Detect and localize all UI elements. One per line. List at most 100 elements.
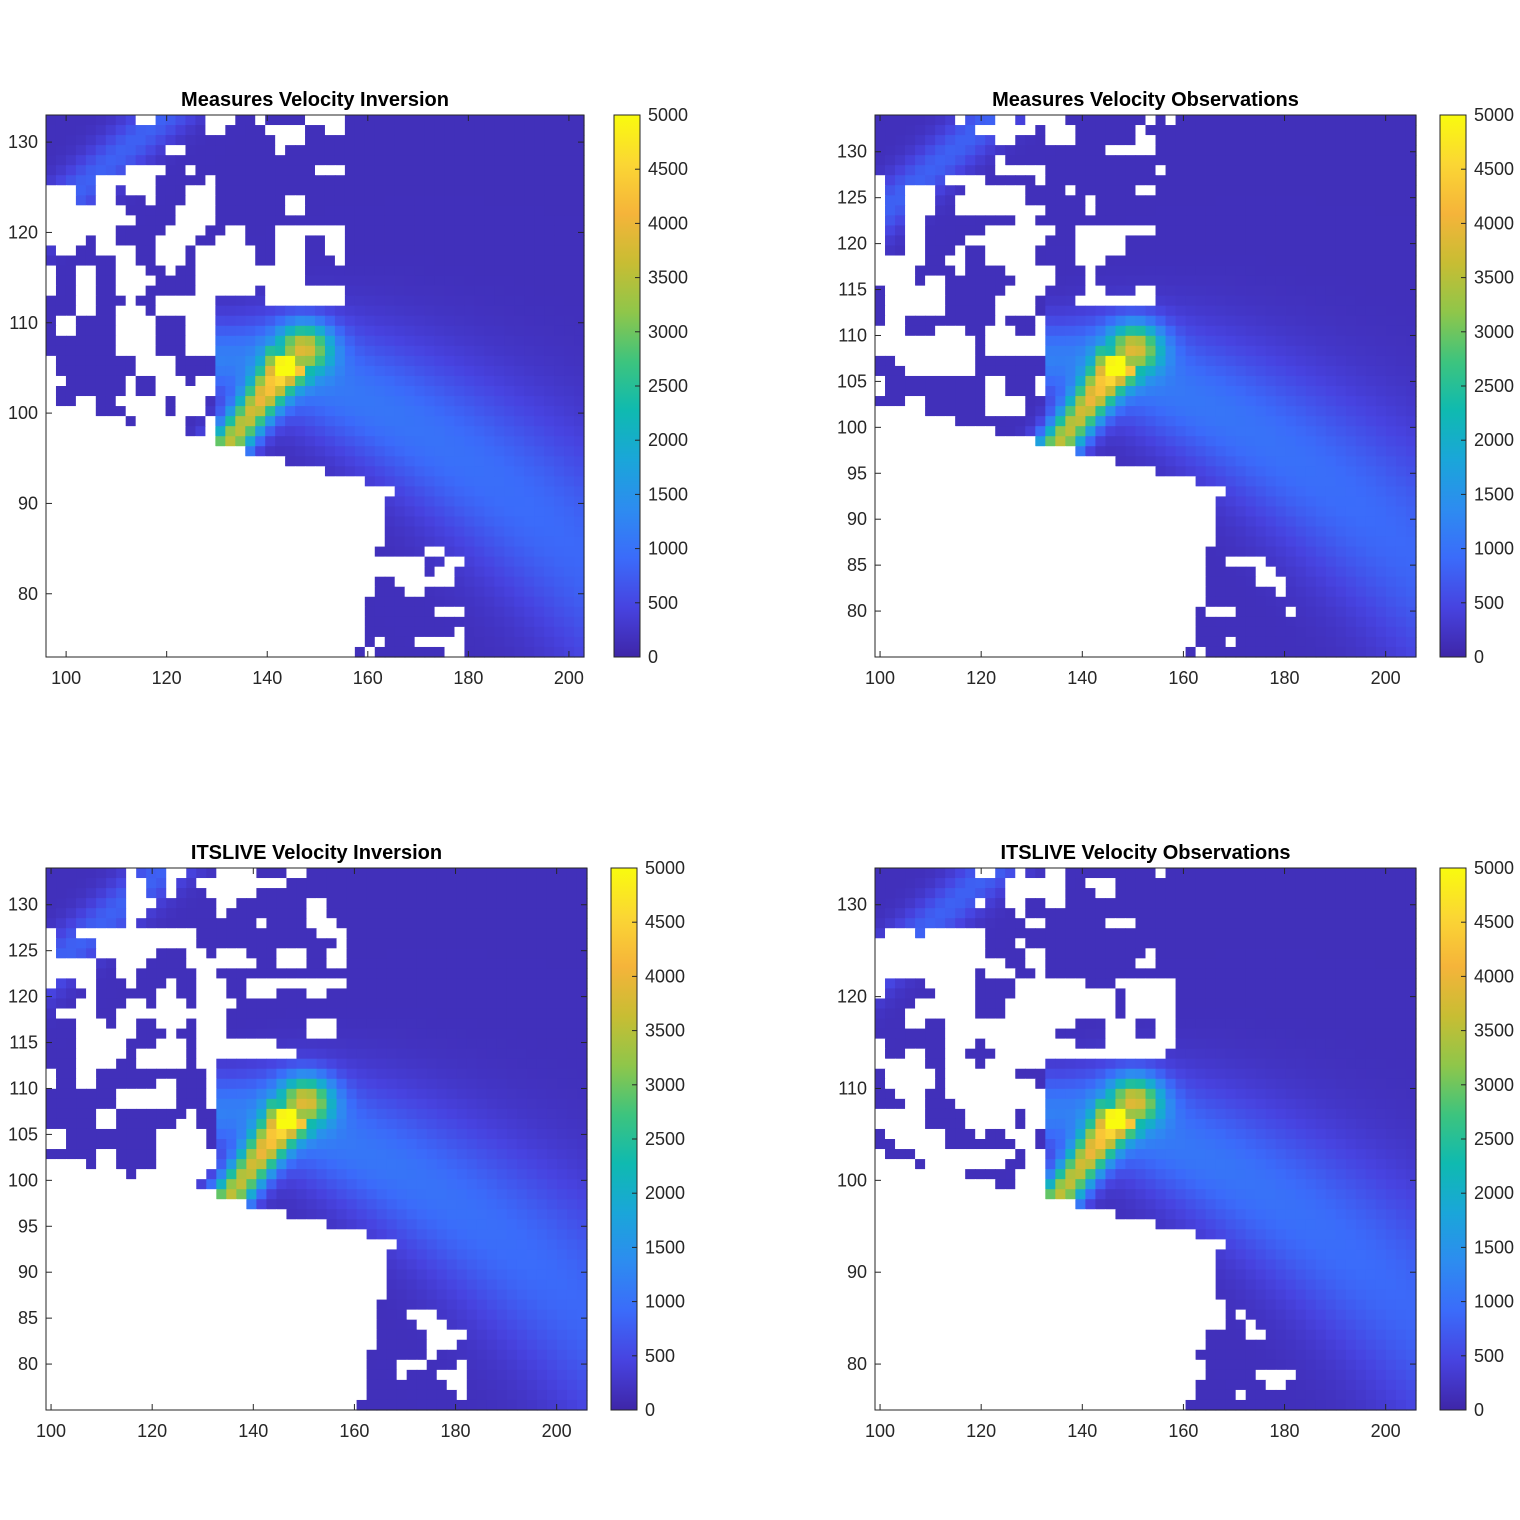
heatmap-cell	[955, 175, 966, 186]
heatmap-cell	[464, 466, 475, 477]
heatmap-cell	[235, 546, 246, 558]
heatmap-cell	[925, 396, 936, 407]
heatmap-cell	[324, 586, 336, 598]
heatmap-cell	[1405, 245, 1417, 257]
heatmap-cell	[175, 355, 187, 367]
heatmap-cell	[285, 486, 296, 498]
heatmap-cell	[1315, 466, 1327, 477]
heatmap-cell	[125, 476, 137, 487]
heatmap-cell	[1175, 175, 1187, 186]
chart-title: Measures Velocity Observations	[992, 89, 1299, 111]
heatmap-cell	[484, 506, 495, 518]
heatmap-cell	[494, 516, 505, 528]
heatmap-cell	[454, 416, 466, 427]
heatmap-cell	[1165, 185, 1177, 196]
heatmap-cell	[1095, 125, 1107, 136]
heatmap-cell	[305, 456, 316, 467]
heatmap-cell	[75, 606, 87, 618]
heatmap-cell	[1115, 215, 1127, 227]
heatmap-cell	[55, 646, 67, 658]
heatmap-cell	[935, 245, 946, 257]
heatmap-cell	[95, 345, 107, 357]
heatmap-cell	[554, 416, 565, 427]
x-tick-label: 120	[152, 668, 182, 688]
heatmap-cell	[125, 466, 137, 477]
heatmap-cell	[95, 406, 107, 417]
heatmap-cell	[295, 375, 306, 387]
heatmap-cell	[245, 295, 256, 307]
heatmap-cell	[404, 446, 416, 457]
heatmap-cell	[1285, 195, 1297, 206]
heatmap-cell	[75, 466, 87, 477]
heatmap-cell	[1215, 235, 1227, 247]
heatmap-cell	[215, 626, 226, 638]
heatmap-cell	[564, 486, 575, 498]
heatmap-cell	[1355, 215, 1367, 227]
heatmap-cell	[165, 355, 177, 367]
heatmap-cell	[1185, 365, 1197, 377]
heatmap-cell	[414, 275, 426, 287]
heatmap-cell	[1165, 175, 1177, 186]
heatmap-cell	[185, 446, 197, 457]
heatmap-cell	[474, 456, 485, 467]
heatmap-cell	[885, 335, 896, 347]
heatmap-cell	[1075, 386, 1086, 397]
heatmap-cell	[905, 225, 916, 237]
heatmap-cell	[1255, 295, 1267, 307]
heatmap-cell	[1225, 315, 1237, 327]
heatmap-cell	[1325, 386, 1337, 397]
heatmap-cell	[975, 446, 986, 457]
heatmap-cell	[75, 305, 87, 317]
heatmap-cell	[195, 295, 206, 307]
heatmap-cell	[1375, 275, 1387, 287]
heatmap-cell	[1245, 265, 1257, 277]
heatmap-cell	[185, 576, 197, 588]
heatmap-cell	[315, 365, 326, 377]
heatmap-cell	[955, 305, 966, 317]
heatmap-cell	[185, 255, 197, 267]
heatmap-cell	[275, 125, 286, 136]
heatmap-cell	[975, 225, 986, 237]
heatmap-cell	[255, 486, 266, 498]
heatmap-cell	[344, 386, 356, 397]
heatmap-cell	[1205, 315, 1217, 327]
heatmap-cell	[205, 426, 216, 437]
heatmap-cell	[1255, 345, 1267, 357]
heatmap-cell	[155, 295, 167, 307]
heatmap-cell	[895, 115, 906, 126]
heatmap-cell	[1045, 175, 1056, 186]
heatmap-cell	[1085, 396, 1097, 407]
heatmap-cell	[1205, 205, 1217, 216]
heatmap-cell	[354, 416, 366, 427]
heatmap-cell	[65, 325, 77, 337]
heatmap-cell	[1295, 305, 1307, 317]
heatmap-cell	[1135, 315, 1147, 327]
heatmap-cell	[885, 486, 896, 498]
heatmap-cell	[46, 526, 57, 538]
heatmap-cell	[1055, 456, 1066, 467]
heatmap-cell	[364, 375, 376, 387]
heatmap-cell	[235, 125, 246, 136]
heatmap-cell	[404, 185, 416, 196]
heatmap-cell	[504, 576, 515, 588]
heatmap-cell	[185, 586, 197, 598]
heatmap-cell	[384, 636, 396, 648]
heatmap-cell	[514, 516, 525, 528]
heatmap-cell	[534, 576, 545, 588]
heatmap-cell	[1295, 446, 1307, 457]
heatmap-cell	[185, 386, 197, 397]
heatmap-cell	[265, 526, 276, 538]
heatmap-cell	[945, 195, 956, 206]
heatmap-cell	[1095, 215, 1107, 227]
heatmap-cell	[424, 556, 436, 568]
heatmap-cell	[1405, 275, 1417, 287]
heatmap-cell	[434, 185, 446, 196]
heatmap-cell	[1155, 416, 1167, 427]
heatmap-cell	[105, 386, 117, 397]
heatmap-cell	[95, 115, 107, 126]
heatmap-cell	[1325, 185, 1337, 196]
heatmap-cell	[1135, 255, 1147, 267]
heatmap-cell	[564, 195, 575, 206]
heatmap-cell	[414, 586, 426, 598]
heatmap-cell	[544, 205, 555, 216]
